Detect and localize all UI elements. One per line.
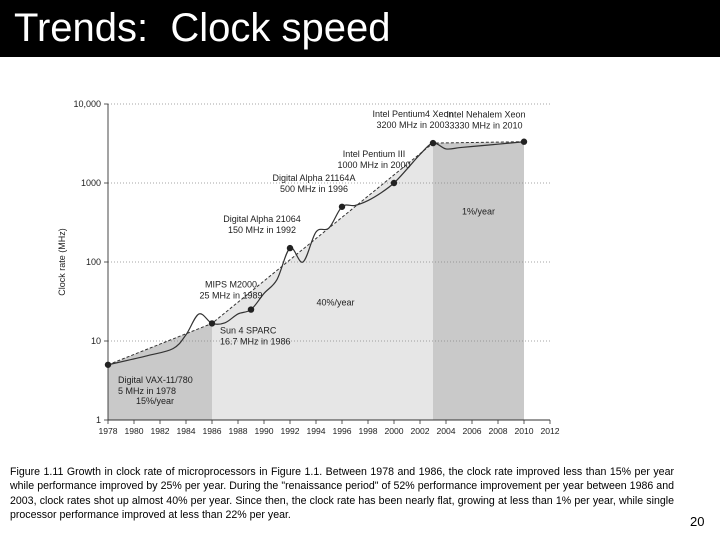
y-tick-label: 100: [86, 257, 101, 267]
region-annotation: 40%/year: [316, 298, 354, 308]
x-tick-label: 1998: [358, 426, 377, 436]
point-label: 3330 MHz in 2010: [449, 121, 522, 131]
region-2003-2010: [433, 141, 524, 420]
point-label: Digital VAX-11/780: [118, 375, 193, 385]
region-1978-1986: [108, 323, 212, 420]
y-tick-label: 10,000: [73, 99, 101, 109]
x-tick-label: 2010: [514, 426, 533, 436]
y-axis-label: Clock rate (MHz): [57, 228, 67, 296]
x-tick-label: 1988: [228, 426, 247, 436]
x-tick-label: 1994: [306, 426, 325, 436]
x-tick-label: 1990: [254, 426, 273, 436]
point-label: MIPS M2000: [205, 280, 257, 290]
data-point: [520, 138, 528, 145]
x-tick-label: 2008: [488, 426, 507, 436]
x-tick-label: 1978: [98, 426, 117, 436]
x-tick-label: 1996: [332, 426, 351, 436]
point-label: 500 MHz in 1996: [280, 184, 348, 194]
point-label: 150 MHz in 1992: [228, 225, 296, 235]
point-label: Digital Alpha 21164A: [273, 173, 356, 183]
data-point: [286, 244, 294, 252]
x-tick-label: 1992: [280, 426, 299, 436]
x-tick-label: 1982: [150, 426, 169, 436]
point-label: 1000 MHz in 2000: [337, 160, 410, 170]
point-label: Sun 4 SPARC: [220, 325, 277, 335]
x-tick-label: 1980: [124, 426, 143, 436]
page-number: 20: [690, 514, 705, 529]
point-label: Digital Alpha 21064: [223, 214, 301, 224]
slide-title: Trends: Clock speed: [14, 6, 391, 50]
point-label: 25 MHz in 1989: [199, 291, 262, 301]
x-tick-label: 1984: [176, 426, 195, 436]
point-label: 16.7 MHz in 1986: [220, 336, 291, 346]
data-point: [247, 306, 255, 313]
point-label: Intel Nehalem Xeon: [446, 110, 525, 120]
x-tick-label: 2000: [384, 426, 403, 436]
clock-rate-curve: [107, 141, 525, 366]
point-label: 5 MHz in 1978: [118, 386, 176, 396]
title-bar: Trends: Clock speed: [0, 0, 720, 57]
y-tick-label: 1000: [81, 178, 101, 188]
data-point: [104, 361, 112, 368]
x-tick-label: 1986: [202, 426, 221, 436]
y-tick-label: 10: [91, 336, 101, 346]
x-tick-label: 2006: [462, 426, 481, 436]
clock-rate-chart: 1 10 100 1000 10,000 1978 1980 1982 1984 1986 1988…: [57, 99, 560, 436]
x-tick-label: 2002: [410, 426, 429, 436]
trend-line: [107, 141, 525, 366]
point-label: Intel Pentium III: [343, 149, 406, 159]
data-point: [208, 320, 216, 327]
point-label: Intel Pentium4 Xeon: [372, 109, 453, 119]
point-label: 3200 MHz in 2003: [376, 120, 449, 130]
region-annotation: 1%/year: [462, 206, 495, 216]
figure-caption: Figure 1.11 Growth in clock rate of micr…: [10, 466, 674, 521]
x-tick-label: 2012: [540, 426, 559, 436]
y-tick-label: 1: [96, 415, 101, 425]
x-tick-label: 2004: [436, 426, 455, 436]
data-point: [390, 179, 398, 187]
data-point: [338, 203, 346, 210]
region-annotation: 15%/year: [136, 396, 174, 406]
data-point: [429, 139, 437, 147]
region-1986-2003: [212, 143, 433, 421]
